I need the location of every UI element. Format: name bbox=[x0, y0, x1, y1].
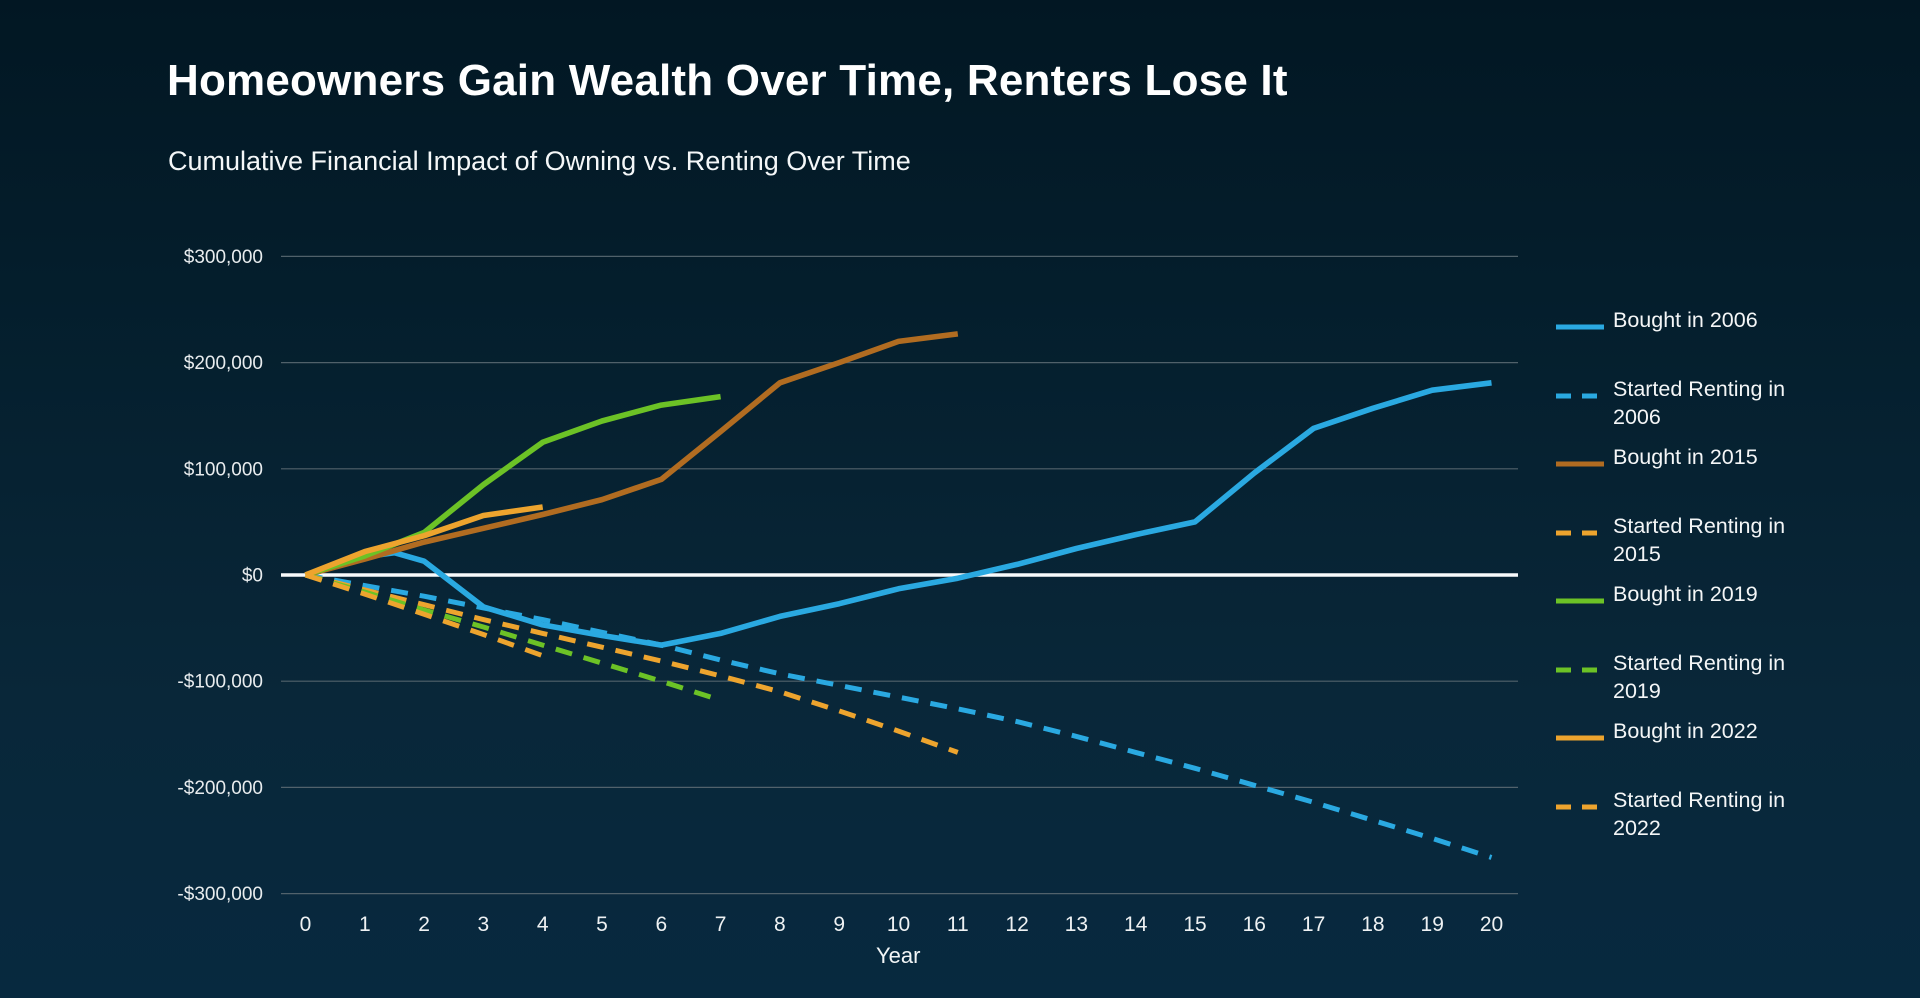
legend-label: Bought in 2019 bbox=[1613, 582, 1758, 606]
y-axis-tick-label: $200,000 bbox=[184, 353, 263, 374]
x-axis-tick-label: 14 bbox=[1124, 913, 1148, 936]
x-axis-tick-label: 16 bbox=[1243, 913, 1266, 936]
page-title: Homeowners Gain Wealth Over Time, Renter… bbox=[167, 56, 1288, 105]
x-axis-tick-label: 17 bbox=[1302, 913, 1325, 936]
x-axis-tick-label: 0 bbox=[300, 913, 312, 936]
x-axis-tick-label: 7 bbox=[715, 913, 727, 936]
x-axis-tick-label: 10 bbox=[887, 913, 910, 936]
legend-label: Bought in 2022 bbox=[1613, 719, 1758, 743]
series-line-bought-in-2022 bbox=[304, 504, 544, 578]
dashed-line-swatch-icon bbox=[1556, 797, 1604, 815]
x-axis-tick-label: 12 bbox=[1005, 913, 1028, 936]
legend-item-bought-in-2006: Bought in 2006 bbox=[1556, 306, 1906, 375]
x-axis-title: Year bbox=[876, 943, 920, 968]
x-axis-tick-label: 13 bbox=[1065, 913, 1088, 936]
legend: Bought in 2006 Started Renting in 2006 Bou… bbox=[1556, 306, 1906, 854]
legend-item-bought-in-2022: Bought in 2022 bbox=[1556, 717, 1906, 786]
solid-line-swatch-icon bbox=[1556, 728, 1604, 746]
series-line-bought-in-2015 bbox=[304, 331, 959, 578]
x-axis-tick-label: 6 bbox=[655, 913, 667, 936]
legend-label: Started Renting in 2022 bbox=[1613, 787, 1786, 840]
series-line-bought-in-2019 bbox=[304, 393, 721, 578]
x-axis-tick-label: 20 bbox=[1480, 913, 1503, 936]
legend-item-started-renting-in-2022: Started Renting in 2022 bbox=[1556, 786, 1906, 855]
y-axis-tick-label: $100,000 bbox=[184, 459, 263, 480]
y-axis-tick-label: -$200,000 bbox=[177, 778, 263, 799]
legend-label: Started Renting in 2019 bbox=[1613, 650, 1786, 703]
y-axis-tick-label: -$100,000 bbox=[177, 672, 263, 693]
solid-line-swatch-icon bbox=[1556, 454, 1604, 472]
series-line-started-renting-in-2015 bbox=[304, 572, 959, 755]
legend-item-started-renting-in-2006: Started Renting in 2006 bbox=[1556, 375, 1906, 444]
x-axis-tick-label: 15 bbox=[1183, 913, 1206, 936]
y-axis-tick-label: -$300,000 bbox=[177, 884, 263, 905]
y-axis-tick-label: $300,000 bbox=[184, 247, 263, 268]
legend-item-bought-in-2015: Bought in 2015 bbox=[1556, 443, 1906, 512]
x-axis-tick-label: 11 bbox=[947, 913, 969, 936]
legend-label: Started Renting in 2015 bbox=[1613, 513, 1786, 566]
x-axis-tick-label: 8 bbox=[774, 913, 786, 936]
x-axis-tick-label: 19 bbox=[1421, 913, 1444, 936]
x-axis-tick-label: 1 bbox=[359, 913, 371, 936]
dashed-line-swatch-icon bbox=[1556, 523, 1604, 541]
series-line-started-renting-in-2022 bbox=[304, 572, 544, 659]
solid-line-swatch-icon bbox=[1556, 591, 1604, 609]
x-axis-tick-label: 18 bbox=[1361, 913, 1384, 936]
x-axis-tick-label: 5 bbox=[596, 913, 608, 936]
legend-item-bought-in-2019: Bought in 2019 bbox=[1556, 580, 1906, 649]
dashed-line-swatch-icon bbox=[1556, 386, 1604, 404]
x-axis-tick-label: 9 bbox=[833, 913, 845, 936]
x-axis-tick-label: 3 bbox=[478, 913, 490, 936]
series-line-bought-in-2006 bbox=[304, 380, 1492, 648]
y-axis-tick-label: $0 bbox=[242, 566, 263, 587]
x-axis-tick-label: 4 bbox=[537, 913, 549, 936]
legend-item-started-renting-in-2015: Started Renting in 2015 bbox=[1556, 512, 1906, 581]
solid-line-swatch-icon bbox=[1556, 317, 1604, 335]
dashed-line-swatch-icon bbox=[1556, 660, 1604, 678]
legend-item-started-renting-in-2019: Started Renting in 2019 bbox=[1556, 649, 1906, 718]
chart-subtitle: Cumulative Financial Impact of Owning vs… bbox=[168, 146, 911, 176]
x-axis-tick-label: 2 bbox=[418, 913, 430, 936]
legend-label: Bought in 2006 bbox=[1613, 308, 1758, 332]
legend-label: Bought in 2015 bbox=[1613, 445, 1758, 469]
legend-label: Started Renting in 2006 bbox=[1613, 376, 1786, 429]
